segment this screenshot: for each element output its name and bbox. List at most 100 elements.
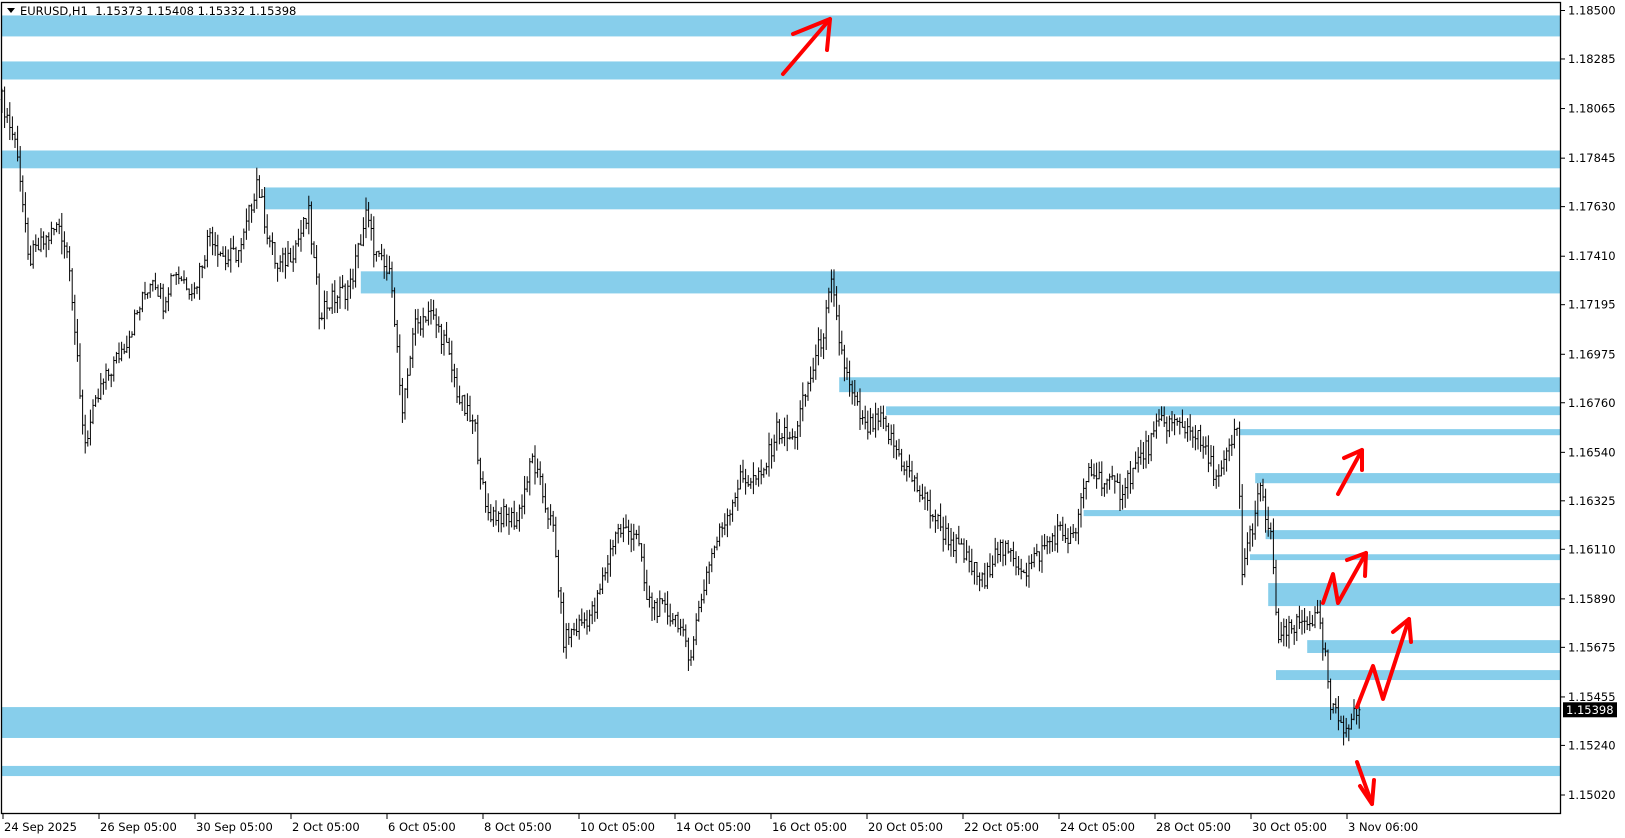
zone-16[interactable] — [2, 765, 1561, 777]
price-bar — [468, 395, 472, 423]
price-bar — [577, 614, 581, 640]
price-bar — [879, 405, 883, 428]
price-bar — [1165, 416, 1169, 444]
price-tick-label: 1.17845 — [1568, 151, 1616, 165]
zone-12[interactable] — [1268, 583, 1561, 607]
price-bar — [676, 611, 680, 633]
price-bar — [297, 228, 300, 247]
zone-7[interactable] — [1239, 429, 1561, 436]
price-bar — [96, 388, 100, 403]
price-bar — [133, 309, 136, 336]
price-bar — [177, 266, 181, 285]
price-bar — [1004, 540, 1007, 566]
price-bar — [689, 649, 693, 666]
zone-13[interactable] — [1307, 640, 1561, 653]
zigzag-arrow-icon — [1355, 617, 1411, 709]
zone-4[interactable] — [360, 271, 1561, 294]
price-bar — [850, 380, 854, 405]
zone-2[interactable] — [2, 150, 1561, 169]
zone-8[interactable] — [1255, 473, 1561, 484]
price-bar — [770, 438, 773, 469]
price-bar — [325, 291, 329, 320]
price-bar — [1272, 518, 1275, 575]
chart-header: EURUSD,H1 1.15373 1.15408 1.15332 1.1539… — [7, 4, 296, 18]
price-bar — [1326, 649, 1330, 689]
price-bar — [154, 272, 157, 291]
price-bar — [172, 274, 175, 277]
price-bar — [713, 545, 716, 559]
price-bar — [13, 131, 17, 148]
price-bar — [996, 541, 1000, 564]
price-bar — [268, 235, 272, 248]
price-bar — [107, 368, 110, 381]
price-bar — [1261, 478, 1265, 502]
price-bar — [986, 562, 989, 589]
price-bar — [952, 531, 955, 558]
price-bar — [536, 458, 539, 478]
zone-5[interactable] — [839, 377, 1561, 393]
price-bar — [598, 583, 602, 595]
price-bar — [1347, 724, 1351, 742]
price-bar — [767, 432, 771, 477]
price-bar — [57, 218, 61, 235]
price-bar — [728, 509, 732, 526]
price-axis[interactable]: 1.18500 1.18285 1.18065 1.17845 1.17630 1.174… — [1561, 4, 1616, 803]
price-bar — [687, 637, 690, 671]
price-bar — [1061, 516, 1065, 541]
zone-10[interactable] — [1265, 530, 1561, 540]
price-bar — [76, 318, 79, 362]
price-bar — [1027, 555, 1031, 588]
price-bar — [320, 312, 324, 321]
date-tick-label: 14 Oct 05:00 — [676, 820, 751, 834]
date-tick-label: 8 Oct 05:00 — [484, 820, 552, 834]
zone-9[interactable] — [1083, 510, 1561, 517]
price-bar — [1279, 621, 1283, 643]
price-bar — [809, 366, 812, 392]
date-tick-label: 30 Oct 05:00 — [1252, 820, 1327, 834]
price-bar — [679, 618, 682, 636]
current-price-label: 1.15398 — [1563, 702, 1617, 718]
price-bar — [512, 500, 516, 530]
price-bar — [593, 597, 597, 622]
zone-11[interactable] — [1250, 554, 1561, 561]
price-bar — [710, 548, 714, 573]
price-bar — [957, 525, 961, 545]
zone-15[interactable] — [2, 707, 1561, 738]
price-bar — [606, 554, 610, 583]
price-bar — [250, 203, 253, 223]
price-bar — [866, 410, 870, 440]
price-bar — [1214, 469, 1218, 489]
price-bar — [252, 193, 256, 213]
price-bar — [1186, 418, 1189, 442]
price-bar — [1113, 475, 1117, 494]
price-bar — [442, 329, 446, 356]
price-bar — [226, 249, 230, 268]
price-bar — [845, 357, 849, 380]
price-bar — [697, 600, 701, 622]
price-bar — [765, 462, 768, 475]
price-bar — [681, 618, 685, 637]
price-bar — [861, 410, 864, 425]
price-bar — [848, 360, 851, 397]
zigzag-arrow-head — [1391, 617, 1413, 644]
price-bar — [882, 405, 885, 429]
price-bar — [1092, 463, 1096, 480]
zone-14[interactable] — [1276, 670, 1561, 681]
price-bar — [1253, 500, 1257, 540]
price-tick-label: 1.15455 — [1568, 690, 1616, 704]
price-bar — [544, 483, 547, 513]
price-bar — [832, 269, 836, 307]
zone-1[interactable] — [2, 61, 1561, 80]
zone-0[interactable] — [2, 15, 1561, 37]
time-axis[interactable]: 24 Sep 2025 26 Sep 05:00 30 Sep 05:00 2 Oct… — [2, 814, 1418, 834]
price-bar — [1300, 609, 1304, 635]
price-bar — [1217, 464, 1221, 487]
price-bar — [1084, 480, 1088, 500]
zone-6[interactable] — [886, 406, 1561, 416]
price-bar — [1139, 439, 1143, 465]
price-bar — [1077, 508, 1080, 545]
zone-3[interactable] — [264, 187, 1562, 210]
dropdown-triangle-icon[interactable] — [7, 8, 15, 13]
price-bar — [627, 519, 630, 545]
